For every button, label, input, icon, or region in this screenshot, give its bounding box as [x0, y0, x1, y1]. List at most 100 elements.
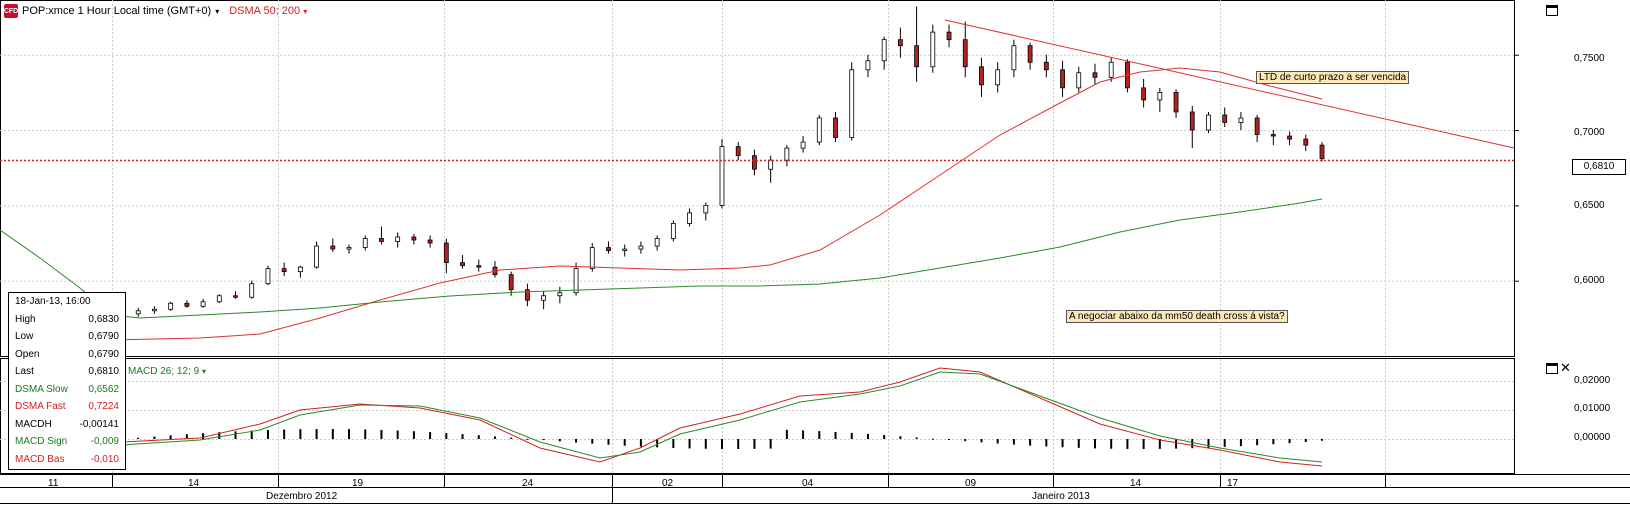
- candle-body: [184, 302, 190, 307]
- ltd-annotation[interactable]: LTD de curto prazo a ser vencida: [1256, 71, 1410, 84]
- macd-histogram-bar: [185, 434, 188, 439]
- macd-histogram-bar: [493, 436, 496, 439]
- macd-histogram-bar: [931, 438, 934, 440]
- candle-body: [249, 283, 255, 298]
- candle-body: [200, 301, 206, 307]
- macd-histogram-bar: [315, 429, 318, 439]
- price-tick-label: 0,6500: [1574, 200, 1605, 211]
- candle-body: [1206, 114, 1211, 131]
- macd-histogram-bar: [137, 437, 140, 439]
- macd-histogram-bar: [802, 430, 805, 439]
- macd-histogram-bar: [1077, 439, 1080, 448]
- macd-histogram-bar: [283, 429, 286, 439]
- macd-dropdown-icon[interactable]: ▾: [201, 367, 206, 376]
- macd-histogram-bar: [1191, 439, 1194, 449]
- symbol-title[interactable]: POP:xmce 1 Hour Local time (GMT+0): [22, 5, 212, 17]
- macd-histogram-bar: [412, 431, 415, 439]
- candle-body: [297, 266, 303, 273]
- macd-base-line: [121, 367, 1323, 467]
- candle-body: [719, 146, 725, 206]
- macd-histogram-bar: [704, 439, 707, 449]
- candle-body: [1076, 72, 1082, 89]
- x-day-label: 11: [48, 478, 59, 489]
- candle-body: [379, 238, 384, 242]
- candle-body: [1319, 144, 1325, 160]
- macd-histogram-bar: [1012, 439, 1015, 445]
- candle-body: [622, 248, 628, 251]
- macd-histogram-bar: [202, 433, 205, 439]
- macd-histogram-bar: [1158, 439, 1161, 449]
- symbol-dropdown-icon[interactable]: ▾: [215, 6, 220, 16]
- macd-histogram-bar: [899, 436, 902, 439]
- macd-tick-label: 0,02000: [1574, 375, 1611, 386]
- candle-body: [557, 292, 563, 297]
- candle-body: [654, 238, 660, 247]
- candle-body: [897, 39, 903, 47]
- macd-histogram-bar: [250, 430, 253, 439]
- candle-body: [670, 223, 676, 239]
- info-row-label: High: [15, 313, 36, 325]
- dsma-50-line: [111, 67, 1323, 341]
- info-row-label: Low: [15, 331, 34, 343]
- candle-body: [1092, 72, 1098, 78]
- death-cross-annotation[interactable]: A negociar abaixo da mm50 death cross á …: [1066, 310, 1288, 323]
- macd-histogram-bar: [1223, 439, 1226, 447]
- macd-histogram-bar: [850, 432, 853, 439]
- info-row-value: 0,6830: [88, 313, 119, 325]
- info-row-label: MACD Sign: [15, 436, 68, 448]
- macd-signal-line: [121, 371, 1323, 463]
- candle-body: [265, 268, 271, 285]
- candle-body: [703, 204, 709, 214]
- macd-histogram-bar: [299, 429, 302, 439]
- dsma-200-line: [0, 198, 1323, 319]
- macd-histogram-bar: [1272, 439, 1275, 445]
- macd-histogram-bar: [753, 439, 756, 449]
- macd-panel-title[interactable]: MACD 26; 12; 9 ▾: [128, 366, 206, 377]
- candle-body: [573, 268, 579, 294]
- candle-body: [411, 236, 417, 241]
- price-tick-label: 0,7000: [1574, 127, 1605, 138]
- x-day-label: 14: [188, 478, 200, 489]
- macd-histogram-bar: [169, 435, 172, 439]
- close-macd-panel-icon[interactable]: ✕: [1560, 360, 1571, 375]
- macd-histogram-bar: [639, 439, 642, 447]
- x-day-label: 04: [802, 478, 814, 489]
- info-row-label: DSMA Fast: [15, 401, 66, 413]
- info-row: MACD Bas -0,010: [9, 451, 125, 469]
- macd-histogram-bar: [331, 429, 334, 439]
- maximize-price-panel-icon[interactable]: [1546, 5, 1558, 16]
- macd-histogram-bar: [769, 439, 772, 449]
- info-row-label: Last: [15, 366, 34, 378]
- x-day-label: 14: [1130, 478, 1142, 489]
- macd-histogram-bar: [948, 439, 951, 440]
- candle-body: [784, 147, 790, 161]
- candle-body: [362, 238, 368, 248]
- candle-body: [1287, 135, 1292, 140]
- candle-body: [914, 45, 919, 68]
- candle-body: [962, 39, 968, 68]
- info-row: Low 0,6790: [9, 328, 125, 346]
- macd-histogram-bar: [737, 439, 740, 449]
- macd-histogram-bar: [1142, 439, 1145, 449]
- macd-panel-border: [0, 358, 1515, 474]
- macd-histogram-bar: [1321, 439, 1323, 441]
- macd-histogram-bar: [1110, 439, 1113, 449]
- macd-histogram-bar: [1093, 439, 1096, 449]
- maximize-macd-panel-icon[interactable]: [1546, 363, 1558, 374]
- candle-body: [152, 308, 157, 312]
- candle-body: [865, 60, 871, 71]
- macd-histogram-bar: [591, 439, 594, 444]
- dsma-dropdown-icon[interactable]: ▾: [303, 7, 308, 16]
- x-day-label: 24: [522, 478, 534, 489]
- info-row-value: 0,6790: [88, 348, 119, 360]
- candle-body: [1043, 61, 1049, 71]
- macd-tick-label: 0,01000: [1574, 403, 1611, 414]
- macd-histogram-bar: [542, 439, 545, 441]
- candle-body: [476, 265, 482, 268]
- info-row-value: -0,010: [90, 453, 119, 465]
- info-row-label: MACDH: [15, 418, 52, 430]
- macd-histogram-bar: [234, 431, 237, 439]
- info-row: High 0,6830: [9, 311, 125, 329]
- dsma-indicator-label[interactable]: DSMA 50; 200 ▾: [229, 5, 308, 17]
